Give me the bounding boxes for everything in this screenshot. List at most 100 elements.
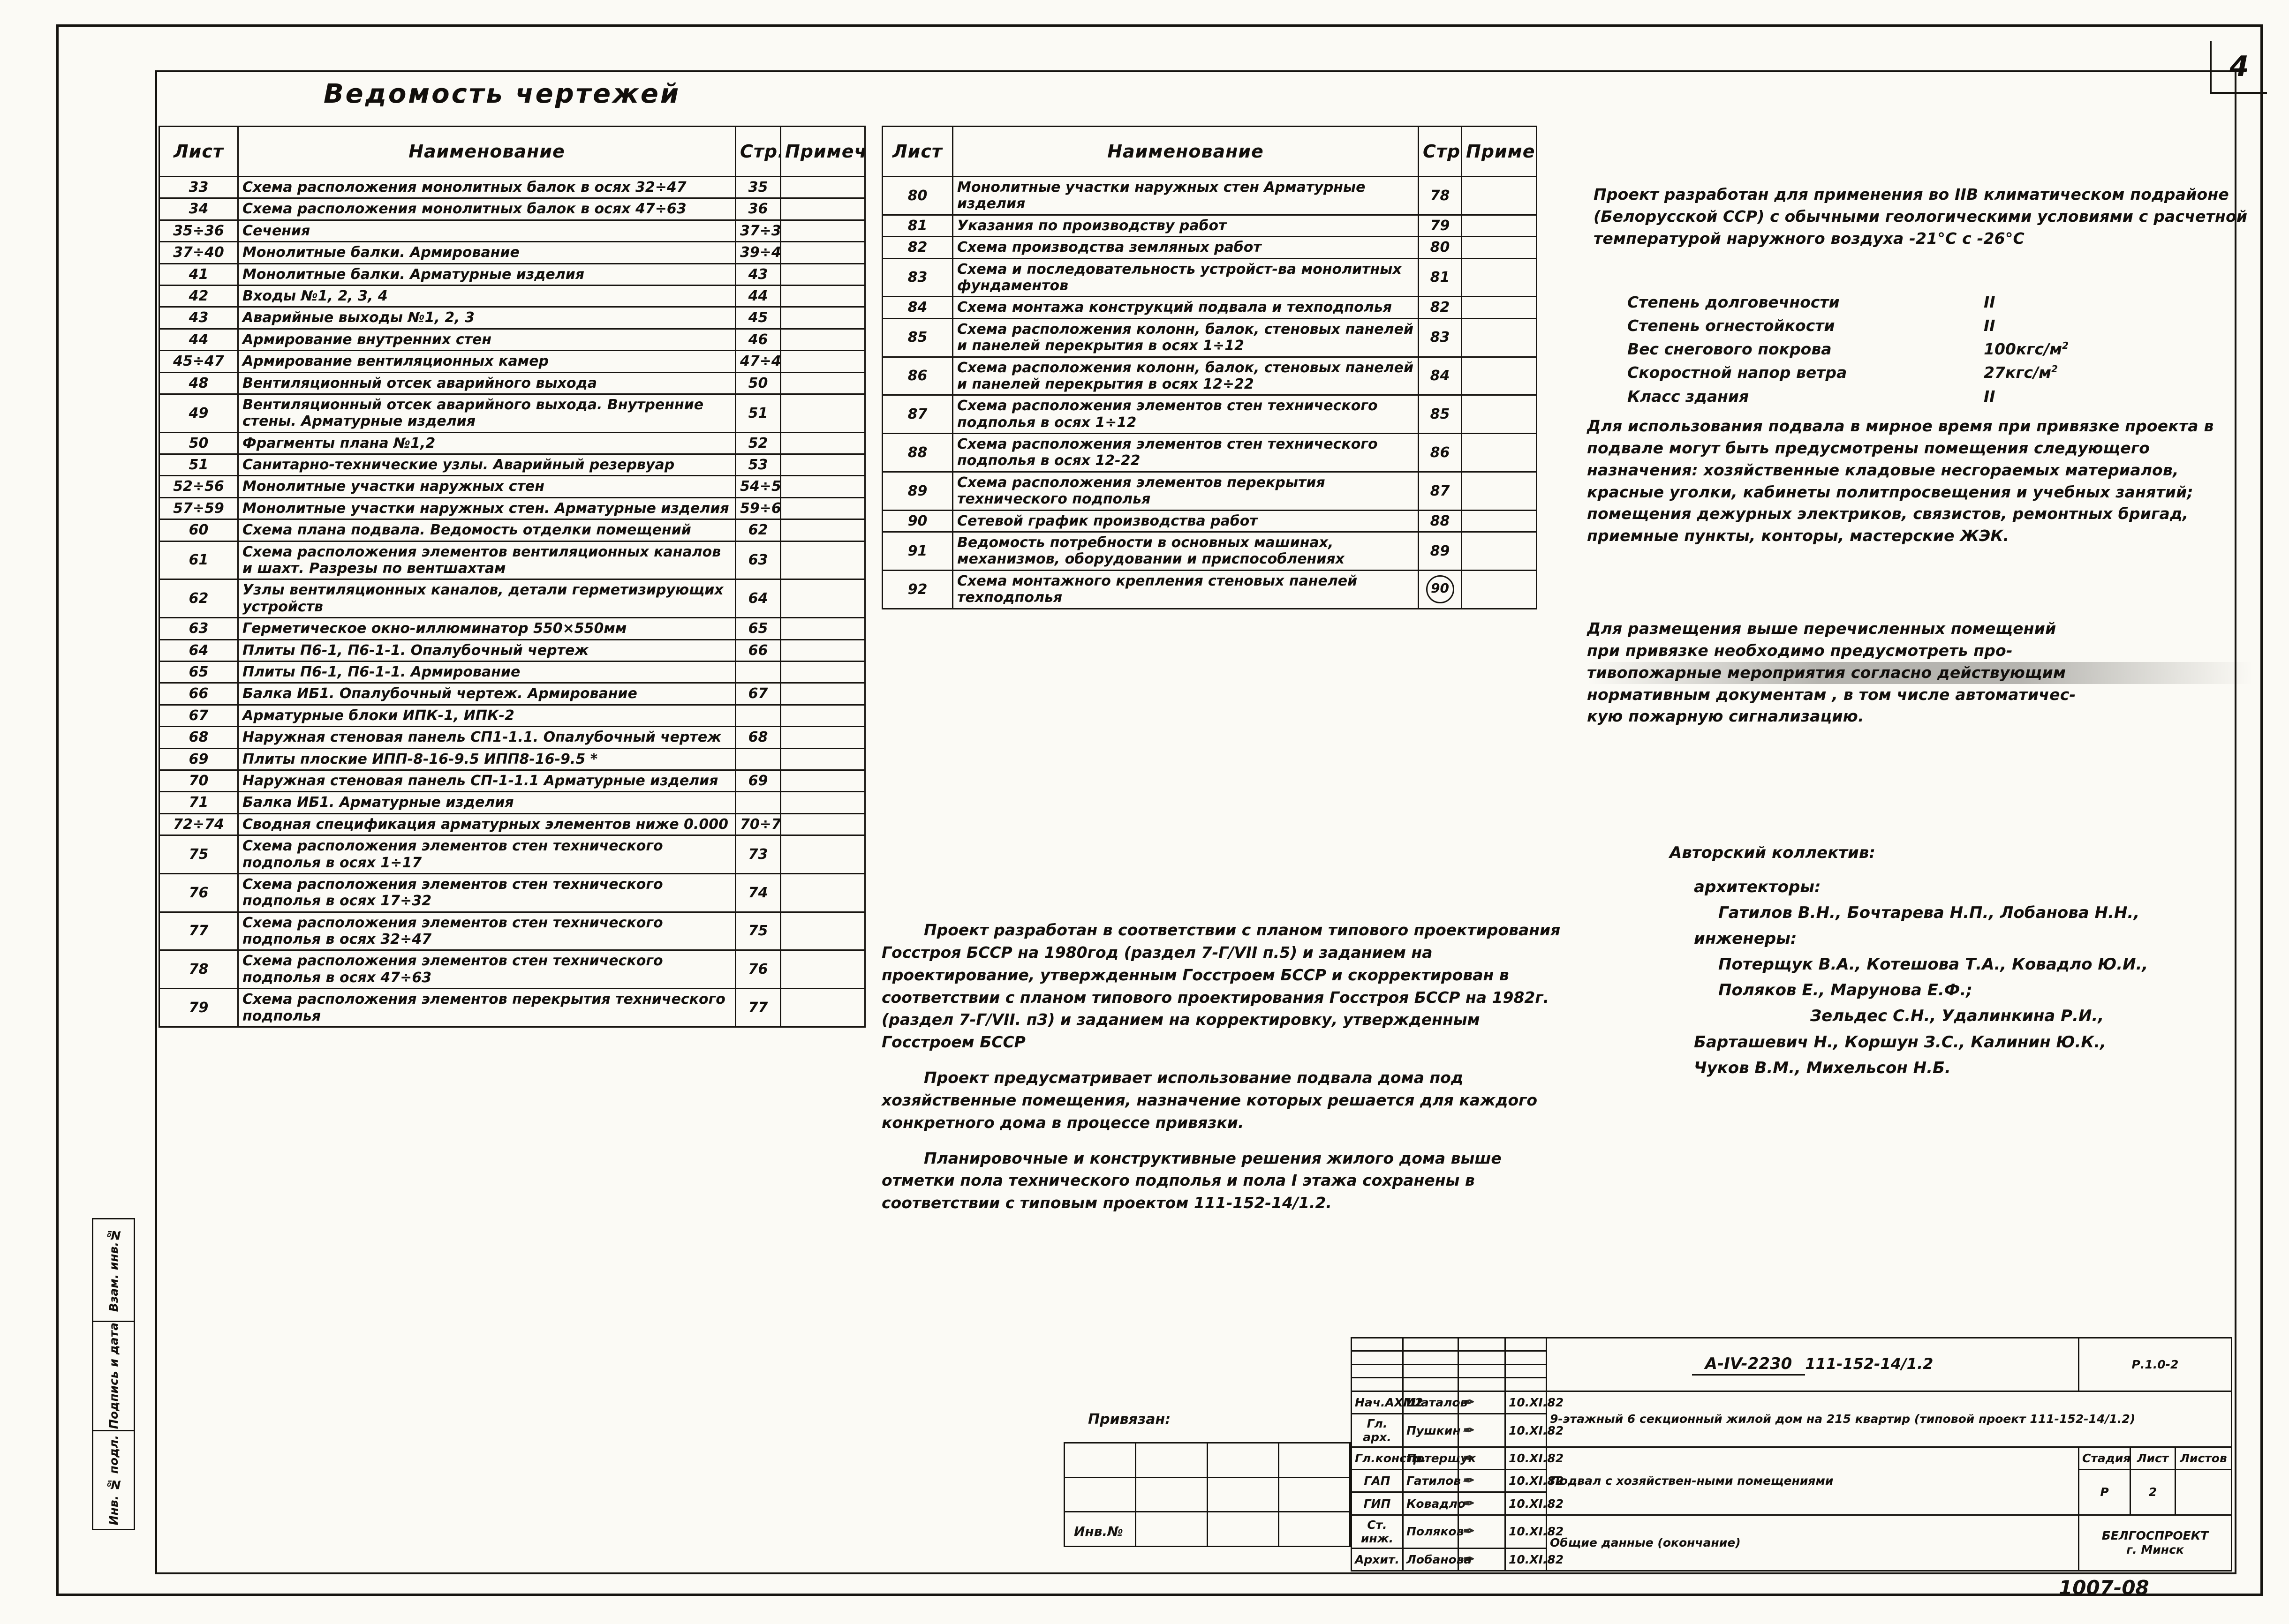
row-note	[780, 241, 866, 264]
architects-label: архитекторы:	[1694, 878, 1821, 897]
row-sheet-number: 77	[159, 911, 239, 951]
signature-glyph: ✒	[1462, 1451, 1474, 1466]
row-note	[780, 769, 866, 793]
table-row: 84 Схема монтажа конструкций подвала и те…	[882, 296, 1537, 319]
row-drawing-name: Схема расположения элементов перекрытия …	[237, 988, 736, 1028]
row-page-number: 78	[1418, 176, 1462, 216]
table-row: 72÷74 Сводная спецификация арматурных эле…	[159, 812, 866, 836]
row-sheet-number: 83	[882, 257, 953, 298]
signature-name: Пушкин	[1402, 1413, 1461, 1448]
title-block-blank-cell	[1402, 1377, 1459, 1392]
row-sheet-number: 43	[159, 306, 239, 330]
project-code-cell: А-IV-2230 111-152-14/1.2	[1546, 1337, 2079, 1392]
title-block-blank-cell	[1351, 1350, 1404, 1365]
signature-name: Лобанова	[1402, 1547, 1472, 1572]
fire-note-line-4: нормативным документам , в том числе авт…	[1587, 685, 2076, 704]
row-note	[1461, 471, 1537, 511]
signature-name: Гатилов	[1402, 1469, 1461, 1493]
privyazan-cell[interactable]	[1063, 1442, 1137, 1478]
fire-note-line-5: кую пожарную сигнализацию.	[1587, 707, 1864, 726]
spec-row: Вес снегового покрова 100кгс/м2	[1627, 338, 2251, 361]
row-page-number: 84	[1418, 356, 1462, 396]
privyazan-cell[interactable]	[1206, 1442, 1279, 1478]
row-drawing-name: Вентиляционный отсек аварийного выхода. …	[237, 393, 736, 433]
privyazan-cell[interactable]	[1206, 1511, 1279, 1547]
stamp-label-inv: Инв. № подл.	[106, 1435, 121, 1526]
spec-key: Вес снегового покрова	[1627, 340, 1832, 359]
row-note	[780, 350, 866, 373]
table-row: 42 Входы №1, 2, 3, 4 44	[159, 284, 866, 308]
row-note	[1461, 531, 1537, 571]
spec-value: II	[1984, 387, 1995, 406]
spec-row: Скоростной напор ветра 27кгс/м2	[1627, 361, 2251, 384]
row-page-number: 74	[735, 872, 781, 913]
table-row: 80 Монолитные участки наружных стен Армат…	[882, 176, 1537, 216]
table-row: 76 Схема расположения элементов стен техн…	[159, 872, 866, 913]
row-page-number: 63	[735, 540, 781, 580]
row-note	[780, 872, 866, 913]
fire-safety-note: Для размещения выше перечисленных помеще…	[1587, 618, 2253, 728]
authors-title: Авторский коллектив:	[1670, 843, 1875, 862]
table-row: 83 Схема и последовательность устройст-ва…	[882, 257, 1537, 298]
row-drawing-name: Узлы вентиляционных каналов, детали герм…	[237, 579, 736, 619]
title-block-blank-cell	[1504, 1337, 1547, 1352]
title-block-blank-cell	[1504, 1363, 1547, 1379]
privyazan-cell[interactable]	[1277, 1511, 1351, 1547]
row-page-number: 70÷72	[735, 812, 781, 836]
row-note	[780, 475, 866, 498]
table-row: 87 Схема расположения элементов стен техн…	[882, 394, 1537, 435]
organization-cell: БЕЛГОСПРОЕКТ г. Минск	[2078, 1514, 2232, 1572]
row-drawing-name: Плиты П6-1, П6-1-1. Армирование	[237, 660, 736, 684]
privyazan-cell[interactable]	[1135, 1442, 1208, 1478]
table-row: 62 Узлы вентиляционных каналов, детали ге…	[159, 579, 866, 619]
row-page-number	[735, 747, 781, 771]
title-block-blank-cell	[1458, 1363, 1506, 1379]
privyazan-cell[interactable]	[1135, 1511, 1208, 1547]
table-row: 68 Наружная стеновая панель СП1-1.1. Опал…	[159, 726, 866, 749]
drawing-list-table-right: Лист Наименование Стр. Примечан. 80Монол…	[882, 126, 1537, 609]
row-sheet-number: 89	[882, 471, 953, 511]
row-drawing-name: Наружная стеновая панель СП1-1.1. Опалуб…	[237, 726, 736, 749]
privyazan-cell[interactable]	[1063, 1476, 1137, 1513]
table-row: 45÷47 Армирование вентиляционных камер 47÷…	[159, 350, 866, 373]
privyazan-cell[interactable]	[1063, 1511, 1137, 1547]
row-sheet-number: 88	[882, 433, 953, 473]
fire-note-line-2: при привязке необходимо предусмотреть пр…	[1587, 641, 2013, 660]
privyazan-cell[interactable]	[1135, 1476, 1208, 1513]
stage-value: Р	[2078, 1469, 2131, 1516]
spec-key: Степень огнестойкости	[1627, 316, 1835, 335]
signature-row: Нач.АХМ2 Шаталов ✒ 10.XI.82 9-этажный 6 секц…	[1351, 1390, 2232, 1448]
signature-name: Поляков	[1402, 1514, 1464, 1549]
row-sheet-number: 87	[882, 394, 953, 435]
table-row: 85 Схема расположения колонн, балок, стен…	[882, 317, 1537, 358]
inventory-number-label: Инв.№	[1074, 1524, 1123, 1539]
privyazan-cell[interactable]	[1206, 1476, 1279, 1513]
privyazan-cell[interactable]	[1277, 1476, 1351, 1513]
row-sheet-number: 48	[159, 371, 239, 395]
row-note	[780, 328, 866, 352]
row-sheet-number: 57÷59	[159, 496, 239, 520]
spec-row: Степень долговечности II	[1627, 291, 2251, 314]
row-drawing-name: Схема расположения элементов перекрытия …	[952, 471, 1419, 511]
row-drawing-name: Балка ИБ1. Арматурные изделия	[237, 791, 736, 814]
table-row: 89 Схема расположения элементов перекрыти…	[882, 471, 1537, 511]
row-drawing-name: Схема монтажного крепления стеновых пане…	[952, 569, 1419, 609]
signature-mark: ✒	[1458, 1446, 1506, 1471]
table-row: 44 Армирование внутренних стен 46	[159, 328, 866, 352]
engineers-names-3: Зельдес С.Н., Удалинкина Р.И.,	[1810, 1007, 2104, 1026]
privyazan-cell[interactable]	[1277, 1442, 1351, 1478]
table-row: 70 Наружная стеновая панель СП-1-1.1 Арма…	[159, 769, 866, 793]
row-sheet-number: 69	[159, 747, 239, 771]
signature-role: ГИП	[1351, 1491, 1404, 1516]
row-sheet-number: 35÷36	[159, 219, 239, 243]
spec-value: II	[1984, 293, 1995, 311]
title-block-blank-cell	[1402, 1337, 1459, 1352]
page-number: 4	[2229, 50, 2250, 83]
row-page-number: 76	[735, 949, 781, 990]
table-row: 57÷59 Монолитные участки наружных стен. А…	[159, 496, 866, 520]
row-sheet-number: 79	[159, 988, 239, 1028]
row-sheet-number: 62	[159, 579, 239, 619]
row-sheet-number: 82	[882, 236, 953, 259]
table-row: 63 Герметическое окно-иллюминатор 550×550…	[159, 617, 866, 640]
